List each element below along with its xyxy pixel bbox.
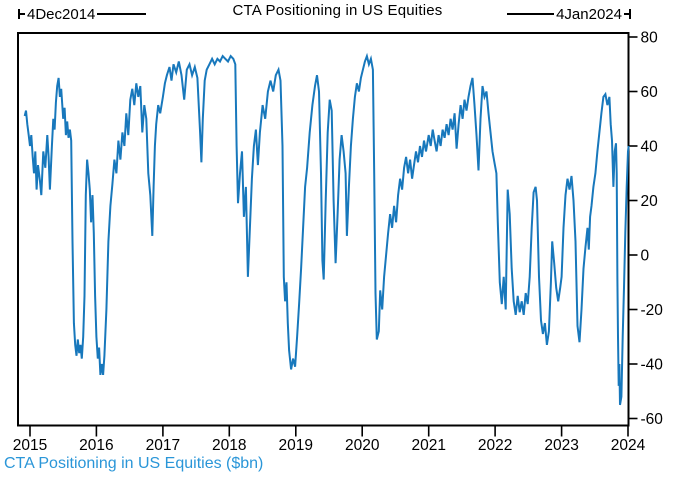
end-cap-tick — [629, 9, 631, 19]
x-tick-label: 2019 — [279, 437, 313, 454]
x-tick-label: 2021 — [411, 437, 445, 454]
x-tick-label: 2017 — [146, 437, 180, 454]
start-cap-tick — [18, 9, 20, 19]
y-tick-label: 20 — [641, 193, 659, 210]
end-leader-line — [624, 13, 629, 15]
y-tick-label: 80 — [641, 29, 659, 46]
x-tick-label: 2015 — [13, 437, 47, 454]
x-tick-label: 2016 — [79, 437, 113, 454]
start-date-annotation: 4Dec2014 — [18, 5, 146, 23]
end-date-label: 4Jan2024 — [556, 5, 622, 23]
cta-positioning-line — [23, 52, 630, 406]
x-tick-label: 2024 — [611, 437, 646, 454]
y-tick-label: -40 — [641, 356, 664, 373]
end-leading-line — [507, 13, 555, 15]
start-date-label: 4Dec2014 — [27, 5, 96, 23]
y-tick-label: -60 — [641, 411, 664, 428]
x-tick-label: 2022 — [478, 437, 512, 454]
end-date-annotation: 4Jan2024 — [507, 5, 631, 23]
y-tick-label: 60 — [641, 84, 659, 101]
x-tick-label: 2018 — [212, 437, 246, 454]
start-leader-line — [20, 13, 25, 15]
y-tick-label: -20 — [641, 302, 664, 319]
chart-caption: CTA Positioning in US Equities ($bn) — [4, 455, 264, 472]
chart-title: CTA Positioning in US Equities — [232, 2, 443, 19]
y-tick-label: 40 — [641, 138, 659, 155]
x-tick-label: 2020 — [345, 437, 380, 454]
y-tick-label: 0 — [641, 247, 650, 264]
x-tick-label: 2023 — [544, 437, 578, 454]
plot-frame — [17, 32, 630, 427]
start-trailing-line — [97, 13, 146, 15]
